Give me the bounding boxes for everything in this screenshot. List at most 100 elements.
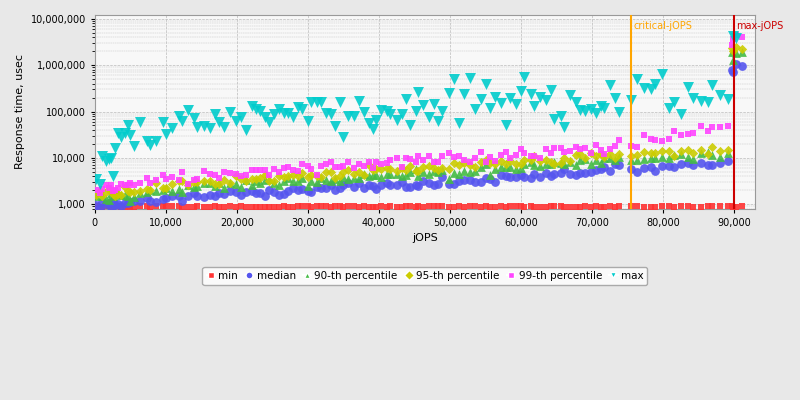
Point (304, 188, 317, 195)
Point (534, 158, 546, 164)
Point (381, 203, 394, 210)
Point (239, 172, 252, 178)
Point (239, 127, 252, 133)
Point (159, 176, 172, 182)
Point (563, 92, 576, 98)
Point (159, 194, 172, 201)
Point (412, 173, 425, 179)
Point (735, 34, 748, 40)
Point (448, 154, 461, 161)
Point (453, 203, 466, 209)
Point (479, 159, 492, 165)
Point (111, 191, 124, 198)
Point (128, 194, 141, 200)
Point (118, 200, 131, 206)
Point (563, 148, 576, 154)
Point (721, 150, 734, 156)
Point (714, 160, 726, 166)
Point (563, 158, 576, 164)
Point (488, 160, 501, 167)
Point (504, 157, 517, 164)
Point (649, 155, 662, 162)
Point (468, 106, 481, 112)
Point (296, 203, 309, 209)
Point (108, 145, 121, 152)
Point (474, 179, 487, 185)
Point (358, 203, 370, 210)
Point (579, 145, 592, 151)
Point (395, 111, 408, 117)
Point (115, 192, 128, 198)
Point (254, 190, 266, 196)
Point (166, 203, 179, 209)
Point (494, 202, 507, 209)
Point (422, 180, 435, 186)
Point (122, 202, 134, 209)
Point (443, 181, 456, 187)
Point (166, 125, 179, 131)
Point (208, 203, 221, 210)
X-axis label: jOPS: jOPS (412, 234, 438, 244)
Point (94, 190, 107, 196)
Point (218, 169, 230, 176)
Point (362, 159, 375, 166)
Point (102, 184, 115, 191)
Point (384, 182, 397, 189)
Point (468, 179, 481, 185)
Point (134, 180, 146, 186)
Point (625, 152, 638, 159)
Point (730, 35, 742, 42)
Point (108, 187, 121, 193)
Point (111, 190, 124, 196)
Point (590, 153, 602, 159)
Point (483, 154, 496, 160)
Point (104, 203, 117, 210)
Point (422, 153, 435, 160)
Point (458, 177, 470, 183)
Point (122, 182, 134, 188)
Point (574, 204, 586, 210)
Point (435, 153, 448, 159)
Point (668, 164, 681, 170)
Point (381, 171, 394, 177)
Point (268, 166, 281, 172)
Point (714, 203, 726, 210)
Point (483, 176, 496, 182)
Point (609, 203, 622, 210)
Legend: min, median, 90-th percentile, 95-th percentile, 99-th percentile, max: min, median, 90-th percentile, 95-th per… (202, 267, 647, 285)
Point (324, 111, 337, 117)
Point (494, 164, 507, 170)
Point (534, 93, 546, 100)
Point (342, 180, 354, 187)
Point (384, 157, 397, 164)
Point (721, 96, 734, 103)
Point (645, 155, 658, 161)
Point (352, 175, 365, 182)
Point (141, 175, 154, 182)
Point (141, 189, 154, 195)
Point (558, 204, 570, 210)
Point (730, 61, 742, 68)
Point (525, 159, 538, 166)
Point (213, 204, 226, 210)
Point (687, 156, 700, 162)
Point (99, 196, 112, 202)
Point (150, 203, 162, 209)
Point (358, 171, 370, 177)
Point (603, 155, 616, 161)
Point (286, 203, 299, 210)
Point (352, 204, 365, 210)
Point (500, 122, 513, 128)
Point (213, 118, 226, 125)
Point (515, 203, 528, 210)
Point (726, 33, 739, 39)
Point (706, 152, 718, 158)
Point (370, 186, 382, 192)
Point (500, 160, 513, 167)
Point (584, 150, 597, 156)
Point (474, 96, 487, 102)
Point (175, 189, 188, 195)
Point (391, 155, 404, 162)
Point (337, 204, 350, 210)
Point (123, 199, 136, 206)
